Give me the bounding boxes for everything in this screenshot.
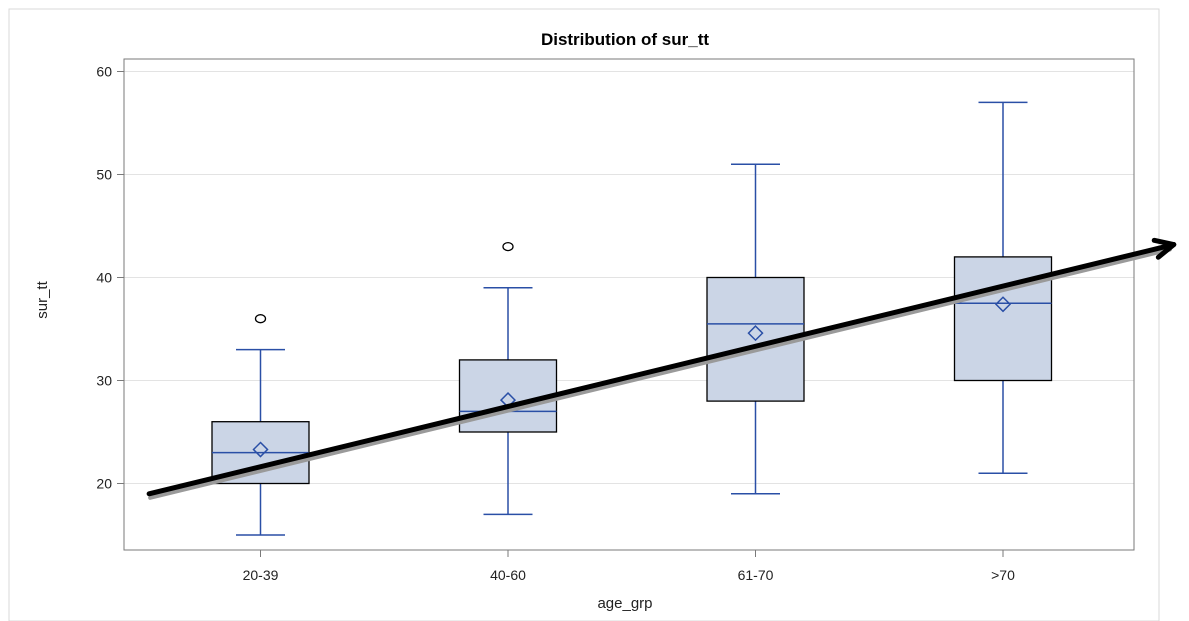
box-group [458,241,558,516]
x-tick-label: 61-70 [738,567,774,583]
y-tick-label: 30 [96,373,112,389]
x-tick-label: 40-60 [490,567,526,583]
iqr-box [953,256,1053,382]
y-axis-label: sur_tt [34,280,51,318]
x-tick-label: 20-39 [243,567,279,583]
y-tick-label: 20 [96,476,112,492]
x-tick-label: >70 [991,567,1015,583]
y-tick-label: 40 [96,270,112,286]
mean-marker [747,325,764,342]
axes-layer: 20 30 40 50 60 20-39 40-60 61-70 >70 [96,64,1015,584]
trend-arrow-head [1151,237,1177,260]
outlier-point [502,241,514,252]
box-group [953,101,1053,474]
trend-arrow-shaft [146,242,1177,497]
y-tick-label: 50 [96,167,112,183]
mean-marker [252,441,269,458]
y-tick-label: 60 [96,64,112,80]
mean-marker [994,296,1012,313]
chart-title: Distribution of sur_tt [541,30,709,49]
plot-area-border [123,58,1135,551]
x-axis-label: age_grp [597,595,652,612]
trend-arrow [146,237,1177,500]
trend-arrow-shadow [148,247,1172,500]
outlier-point [254,314,267,324]
